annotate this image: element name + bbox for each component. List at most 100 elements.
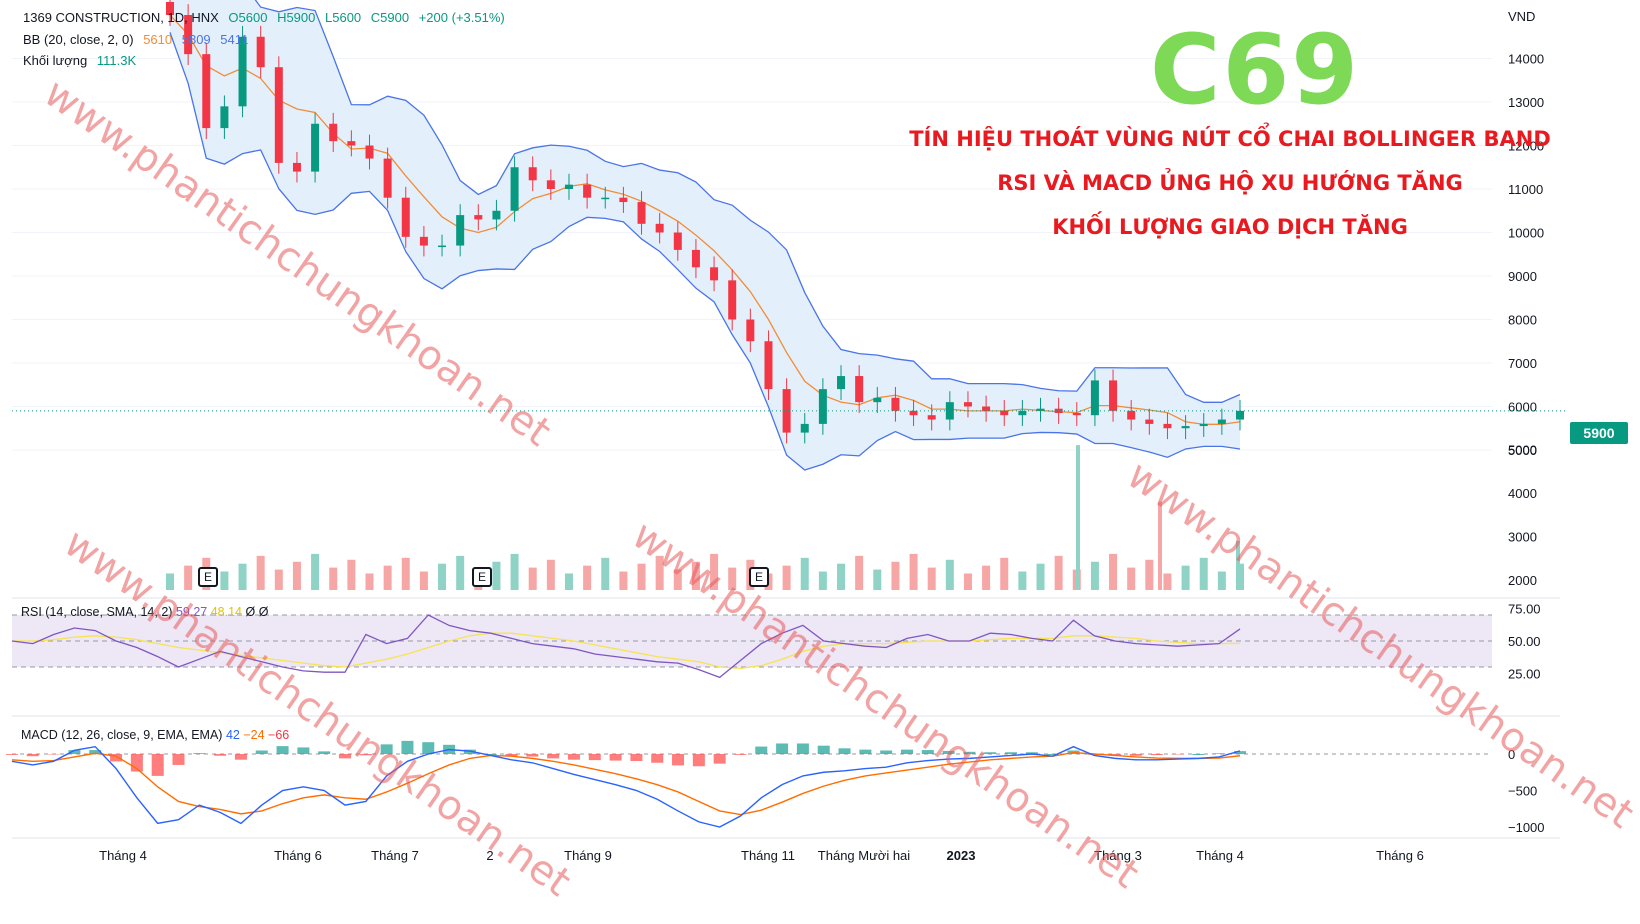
earnings-marker[interactable]: E — [472, 567, 492, 587]
time-axis-label: Tháng 7 — [371, 848, 419, 863]
candle-body — [655, 223, 664, 233]
macd-histogram-bar — [359, 754, 372, 756]
price-tick-label: 13000 — [1508, 95, 1544, 110]
time-axis-label: Tháng 9 — [564, 848, 612, 863]
volume-spike-bar — [1236, 540, 1240, 590]
time-axis-label: Tháng 3 — [1094, 848, 1142, 863]
volume-bar — [1036, 563, 1045, 590]
macd-histogram-bar — [1192, 754, 1205, 755]
rsi-legend[interactable]: RSI (14, close, SMA, 14, 2) 59.27 48.14 … — [21, 605, 268, 619]
candle-body — [673, 232, 682, 250]
rsi-value: 59.27 — [175, 605, 208, 619]
bb-label: BB (20, close, 2, 0) — [23, 32, 134, 47]
volume-tick-label: 5000 — [1508, 443, 1537, 458]
volume-legend[interactable]: Khối lượng 111.3K — [23, 53, 142, 68]
macd-histogram-bar — [89, 750, 102, 754]
candle-body — [438, 245, 447, 248]
macd-tick-label: 0 — [1508, 747, 1515, 762]
symbol-label: 1369 CONSTRUCTION, 1D, HNX — [23, 10, 219, 25]
candle-body — [1109, 380, 1118, 411]
earnings-marker[interactable]: E — [198, 567, 218, 587]
price-tick-label: 6000 — [1508, 400, 1537, 415]
price-tick-label: 5000 — [1508, 443, 1537, 458]
volume-bar — [909, 553, 918, 590]
candle-body — [1018, 410, 1027, 416]
headline-line-3: KHỐI LƯỢNG GIAO DỊCH TĂNG — [1052, 215, 1408, 239]
candle-body — [782, 389, 791, 433]
candle-body — [945, 402, 954, 420]
price-tick-label: 8000 — [1508, 313, 1537, 328]
candle-body — [963, 402, 972, 407]
macd-signal-line — [11, 751, 1241, 816]
candle-body — [184, 15, 193, 55]
macd-value: 42 — [225, 728, 240, 742]
bb-upper-line — [254, 0, 1241, 403]
candle-body — [1127, 410, 1136, 420]
candle-body — [982, 406, 991, 411]
volume-bar — [492, 561, 501, 590]
volume-bar — [583, 565, 592, 590]
macd-histogram-bar — [276, 746, 289, 754]
volume-spike-bar — [1158, 501, 1162, 590]
currency-label: VND — [1508, 9, 1535, 24]
macd-histogram-bar — [422, 742, 435, 754]
histogram-value: −66 — [268, 728, 290, 742]
volume-bar — [292, 561, 301, 590]
volume-bar — [691, 561, 700, 590]
bb-legend[interactable]: BB (20, close, 2, 0) 5610 5809 5411 — [23, 32, 254, 47]
candle-body — [1000, 410, 1009, 416]
volume-bar — [184, 565, 193, 590]
candle-body — [292, 162, 301, 172]
volume-bar — [365, 573, 374, 590]
volume-bar — [438, 563, 447, 590]
volume-bar — [1109, 553, 1118, 590]
candle-body — [873, 397, 882, 403]
candle-body — [383, 158, 392, 198]
macd-histogram-bar — [1213, 753, 1226, 754]
macd-tick-label: −1000 — [1508, 820, 1545, 835]
price-tick-label: 12000 — [1508, 139, 1544, 154]
bb-basis-value: 5610 — [143, 32, 173, 47]
macd-histogram-bar — [193, 753, 206, 754]
volume-bar — [655, 555, 664, 590]
volume-bar — [891, 561, 900, 590]
macd-histogram-bar — [567, 754, 580, 760]
volume-bar — [1018, 571, 1027, 590]
macd-line — [11, 745, 1241, 828]
volume-bar — [1000, 557, 1009, 590]
candle-body — [401, 197, 410, 237]
candle-body — [564, 184, 573, 189]
bb-fill — [170, 0, 1240, 470]
candle-body — [800, 423, 809, 433]
macd-histogram-bar — [838, 748, 851, 754]
volume-tick-label: 3000 — [1508, 530, 1537, 545]
volume-bar — [238, 563, 247, 590]
volume-bar — [401, 557, 410, 590]
volume-bar — [945, 559, 954, 590]
time-axis-label: Tháng 6 — [274, 848, 322, 863]
candle-body — [818, 389, 827, 424]
macd-histogram-bar — [796, 743, 809, 754]
rsi-upper-value: Ø — [245, 605, 256, 619]
high-value: H5900 — [277, 10, 316, 25]
macd-legend[interactable]: MACD (12, 26, close, 9, EMA, EMA) 42 −24… — [21, 728, 289, 742]
volume-bar — [1127, 567, 1136, 590]
macd-histogram-bar — [339, 754, 352, 759]
macd-histogram-bar — [672, 754, 685, 766]
earnings-marker[interactable]: E — [749, 567, 769, 587]
macd-histogram-bar — [963, 751, 976, 754]
macd-histogram-bar — [630, 754, 643, 762]
candle-body — [474, 215, 483, 220]
rsi-tick-label: 50.00 — [1508, 634, 1541, 649]
candle-body — [419, 236, 428, 246]
macd-histogram-bar — [547, 754, 560, 759]
volume-bar — [220, 571, 229, 590]
macd-histogram-bar — [984, 752, 997, 754]
macd-histogram-bar — [172, 754, 185, 765]
candle-body — [855, 376, 864, 403]
volume-bar — [347, 559, 356, 590]
volume-bar — [601, 557, 610, 590]
candle-body — [1036, 408, 1045, 411]
macd-histogram-bar — [234, 754, 247, 760]
candle-body — [1072, 413, 1081, 416]
